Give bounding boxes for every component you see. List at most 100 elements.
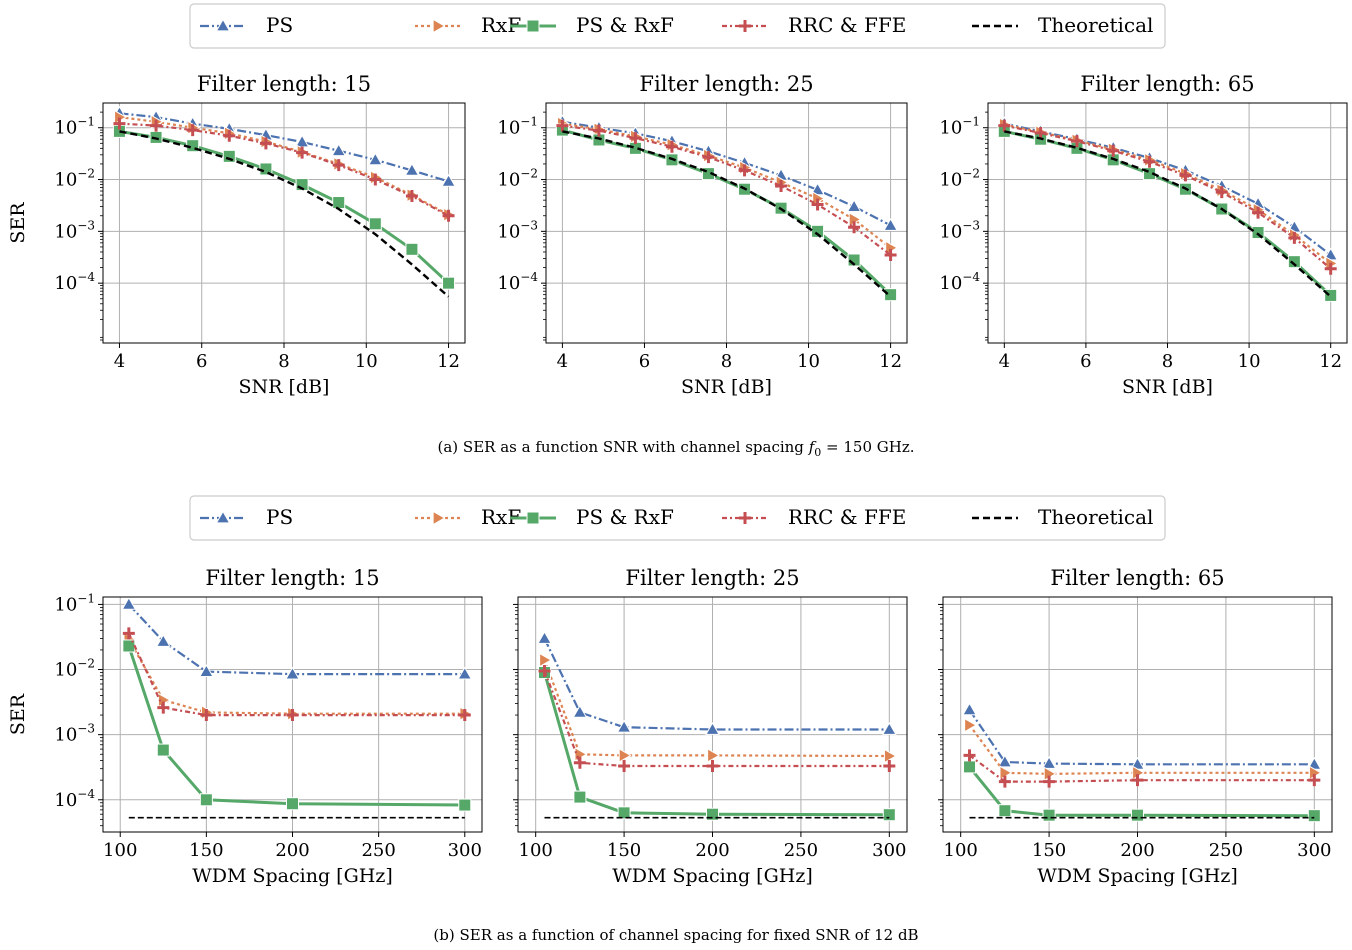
data-point-ps <box>1041 756 1057 769</box>
series-line-ps <box>119 112 449 183</box>
legend-marker-rrc-and-ffe <box>739 512 751 524</box>
data-point-ps-and-rxf <box>1131 808 1144 822</box>
x-axis-label: SNR [dB] <box>681 376 772 398</box>
x-tick-label: 300 <box>872 840 906 861</box>
series-rrc-and-ffe <box>113 117 455 222</box>
data-point-rrc-and-ffe <box>998 775 1011 788</box>
y-tick-label: 10−1 <box>54 115 95 139</box>
data-point-ps <box>537 630 552 644</box>
data-point-rrc-and-ffe <box>629 132 642 145</box>
x-tick-label: 12 <box>1319 351 1342 372</box>
data-point-ps <box>616 719 632 733</box>
legend-item-rrc-and-ffe: RRC & FFE <box>722 505 906 529</box>
panel-b-filter-65: 100 150 200 250 300 Filter length: 65 WDM Spac… <box>938 566 1333 887</box>
x-tick-label: 8 <box>1162 351 1173 372</box>
series-ps-and-rxf <box>112 124 456 290</box>
data-point-ps <box>881 721 897 735</box>
data-point-ps <box>883 217 898 231</box>
legend-item-theoretical: Theoretical <box>972 505 1153 529</box>
x-tick-label: 150 <box>189 840 223 861</box>
x-tick-label: 8 <box>721 351 732 372</box>
data-point-ps <box>572 704 588 718</box>
series-line-theoretical <box>119 130 450 298</box>
data-point-rrc-and-ffe <box>775 180 788 193</box>
data-point-ps <box>441 173 456 187</box>
data-point-rrc-and-ffe <box>1252 206 1265 219</box>
data-point-rrc-and-ffe <box>883 760 896 773</box>
data-point-rrc-and-ffe <box>884 248 897 261</box>
data-point-ps <box>404 162 420 176</box>
legend-item-ps: PS <box>200 505 293 529</box>
panel-b-filter-15: 100 150 200 250 300 10−1 10−2 10−3 10−4 Filter le… <box>7 566 483 887</box>
x-tick-label: 12 <box>879 351 902 372</box>
y-axis-label: SER <box>7 202 29 244</box>
x-tick-label: 4 <box>114 351 125 372</box>
legend-label-rrc-and-ffe: RRC & FFE <box>788 505 906 529</box>
panel-a-filter-25: 4 6 8 10 12 10−1 10−2 10−3 10−4 Filter length: 25… <box>497 72 908 398</box>
data-point-rrc-and-ffe <box>1215 186 1228 199</box>
x-tick-label: 100 <box>103 840 137 861</box>
x-axis-label: WDM Spacing [GHz] <box>612 865 813 887</box>
data-point-ps-and-rxf <box>573 790 587 804</box>
data-point-rrc-and-ffe <box>848 221 861 234</box>
x-tick-label: 6 <box>1080 351 1091 372</box>
legend-top: PS RxF PS & RxF RRC & FFE Theoretical <box>189 3 1166 49</box>
series-theoretical <box>562 130 892 298</box>
series-line-ps-and-rxf <box>543 672 890 817</box>
x-axis-label: SNR [dB] <box>1122 376 1213 398</box>
data-point-rrc-and-ffe <box>157 701 170 714</box>
x-tick-label: 250 <box>361 840 395 861</box>
series-rxf <box>539 652 897 764</box>
legend-marker-ps <box>215 510 231 524</box>
x-tick-label: 12 <box>437 351 460 372</box>
data-point-rxf <box>883 748 897 764</box>
chart-title: Filter length: 65 <box>1050 566 1224 590</box>
panel-a-filter-15: 4 6 8 10 12 10−1 10−2 10−3 10−4 Filter length: 15… <box>7 72 466 398</box>
x-tick-label: 150 <box>607 840 641 861</box>
legend-marker-ps-and-rxf <box>526 19 540 33</box>
data-point-rrc-and-ffe <box>1143 155 1156 168</box>
y-tick-label: 10−3 <box>54 218 95 242</box>
legend-label-ps: PS <box>266 13 293 37</box>
data-point-ps-and-rxf <box>963 760 977 774</box>
series-line-theoretical <box>562 130 892 298</box>
data-point-rrc-and-ffe <box>1043 775 1056 788</box>
legend-item-rrc-and-ffe: RRC & FFE <box>722 13 906 37</box>
series-line-rxf <box>562 122 892 249</box>
data-point-ps-and-rxf <box>156 743 170 757</box>
series-line-ps <box>562 120 892 227</box>
y-tick-label: 10−3 <box>497 218 538 242</box>
data-point-rrc-and-ffe <box>405 190 418 203</box>
data-point-rrc-and-ffe <box>458 709 471 722</box>
data-point-rxf <box>707 748 721 763</box>
x-tick-label: 250 <box>1209 840 1243 861</box>
x-tick-label: 150 <box>1032 840 1066 861</box>
data-point-ps <box>199 664 214 677</box>
series-ps-and-rxf <box>538 666 896 822</box>
series-rrc-and-ffe <box>538 664 896 773</box>
x-tick-label: 10 <box>1238 351 1261 372</box>
x-tick-label: 8 <box>278 351 289 372</box>
data-point-ps-and-rxf <box>222 149 236 163</box>
data-point-ps-and-rxf <box>617 806 631 820</box>
series-rrc-and-ffe <box>998 119 1337 275</box>
data-point-rrc-and-ffe <box>442 209 455 222</box>
x-tick-label: 300 <box>1297 840 1331 861</box>
data-point-ps-and-rxf <box>1287 255 1301 269</box>
y-tick-label: 10−2 <box>54 657 95 681</box>
series-rrc-and-ffe <box>556 119 897 261</box>
data-point-ps-and-rxf <box>199 793 213 807</box>
y-axis-label: SER <box>7 693 29 735</box>
series-line-ps <box>968 709 1315 766</box>
data-point-rrc-and-ffe <box>592 124 605 137</box>
x-axis-label: WDM Spacing [GHz] <box>192 865 393 887</box>
x-tick-label: 4 <box>999 351 1010 372</box>
data-point-rrc-and-ffe <box>1131 774 1144 787</box>
legend-item-theoretical: Theoretical <box>972 13 1153 37</box>
data-point-rrc-and-ffe <box>223 129 236 142</box>
data-point-rrc-and-ffe <box>963 749 976 762</box>
series-ps-and-rxf <box>122 639 472 812</box>
data-point-rrc-and-ffe <box>113 117 126 130</box>
series-line-rrc-and-ffe <box>562 124 892 256</box>
